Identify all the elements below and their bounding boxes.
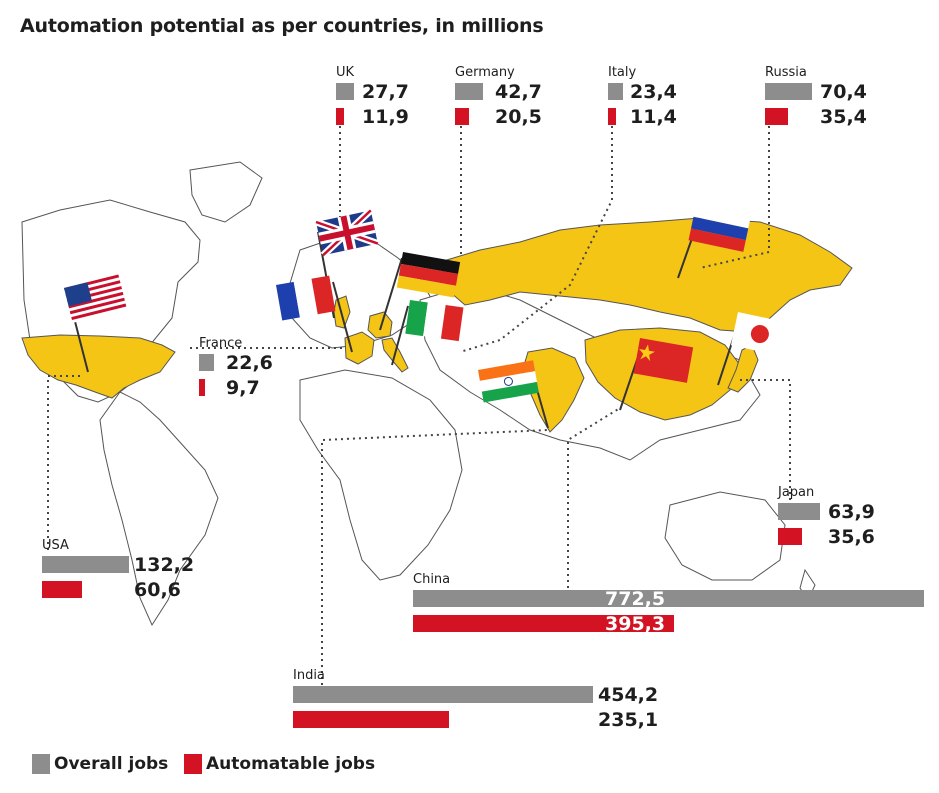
value-automatable-russia: 35,4 [820, 106, 867, 128]
country-name-uk: UK [336, 65, 355, 80]
bar-automatable-russia [765, 108, 789, 125]
china-leader-line [567, 407, 621, 588]
uk-flag [314, 207, 379, 319]
africa-shape [299, 369, 463, 581]
bar-automatable-usa [42, 581, 83, 598]
usa-leader-line [47, 375, 80, 552]
bar-automatable-france [199, 379, 206, 396]
value-overall-russia: 70,4 [820, 81, 867, 103]
bar-automatable-italy [608, 108, 616, 125]
usa-flag [64, 274, 128, 373]
legend-swatch-overall [32, 754, 50, 774]
germany-flag [379, 252, 461, 331]
bar-overall-russia [765, 83, 812, 100]
bar-overall-france [199, 354, 214, 371]
bar-overall-usa [42, 556, 130, 573]
bar-overall-germany [455, 83, 484, 100]
value-automatable-usa: 60,6 [134, 579, 181, 601]
italy-leader-line [459, 126, 613, 353]
value-automatable-germany: 20,5 [495, 106, 542, 128]
japan-flag [717, 312, 789, 386]
value-overall-france: 22,6 [226, 352, 273, 374]
south-america-shape [99, 391, 219, 627]
country-name-france: France [199, 336, 243, 351]
value-automatable-uk: 11,9 [362, 106, 409, 128]
value-overall-japan: 63,9 [828, 501, 875, 523]
value-automatable-italy: 11,4 [630, 106, 677, 128]
leader-lines [47, 126, 791, 685]
bar-automatable-china [413, 615, 675, 632]
legend-swatch-automatable [184, 754, 202, 774]
bar-overall-china [413, 590, 924, 607]
bar-automatable-germany [455, 108, 469, 125]
country-name-usa: USA [42, 538, 69, 553]
country-name-italy: Italy [608, 65, 637, 80]
country-name-china: China [413, 572, 451, 587]
bar-automatable-japan [778, 528, 802, 545]
country-name-india: India [293, 668, 325, 683]
australia-shape [664, 491, 786, 581]
chart-title: Automation potential as per countries, i… [20, 15, 544, 37]
italy-flag [391, 300, 464, 366]
bar-automatable-uk [336, 108, 344, 125]
bar-overall-india [293, 686, 594, 703]
value-automatable-china: 395,3 [605, 613, 666, 635]
legend-label-automatable: Automatable jobs [206, 754, 376, 774]
value-overall-china: 772,5 [605, 588, 666, 610]
bar-overall-japan [778, 503, 821, 520]
bar-overall-uk [336, 83, 355, 100]
value-overall-germany: 42,7 [495, 81, 542, 103]
world-landmass [21, 161, 816, 627]
russia-leader-line [699, 126, 770, 269]
value-automatable-france: 9,7 [226, 377, 260, 399]
value-overall-india: 454,2 [598, 684, 659, 706]
value-automatable-japan: 35,6 [828, 526, 875, 548]
legend-label-overall: Overall jobs [54, 754, 169, 774]
value-automatable-india: 235,1 [598, 709, 659, 731]
legend-item-overall: Overall jobs [32, 754, 168, 774]
flags [64, 205, 789, 429]
india-flag [478, 360, 549, 429]
bar-automatable-india [293, 711, 449, 728]
value-overall-italy: 23,4 [630, 81, 677, 103]
country-name-germany: Germany [455, 65, 515, 80]
germany-shape [367, 311, 393, 339]
russia-shape [439, 217, 853, 333]
china-flag [619, 338, 694, 411]
france-flag [276, 275, 353, 353]
japan-leader-line [740, 379, 791, 500]
usa-shape [21, 334, 176, 399]
legend-item-automatable: Automatable jobs [184, 754, 375, 774]
country-name-russia: Russia [765, 65, 807, 80]
france-shape [344, 331, 375, 365]
bar-overall-italy [608, 83, 624, 100]
greenland-shape [189, 161, 263, 223]
russia-flag [677, 205, 751, 279]
value-overall-usa: 132,2 [134, 554, 195, 576]
value-overall-uk: 27,7 [362, 81, 409, 103]
country-name-japan: Japan [778, 485, 815, 500]
